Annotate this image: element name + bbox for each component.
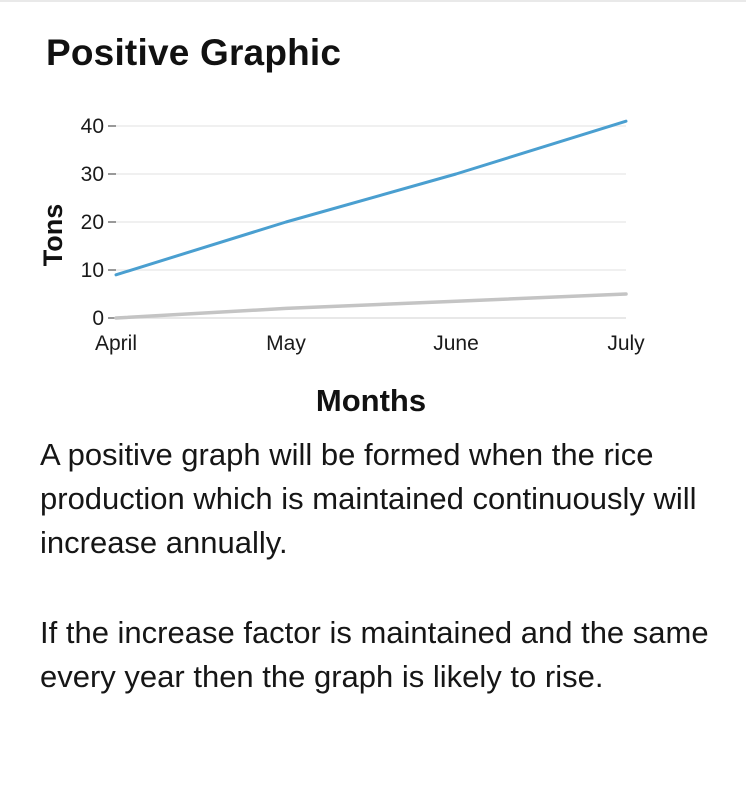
- description-paragraph-1: A positive graph will be formed when the…: [40, 437, 697, 560]
- x-tick-label: April: [95, 332, 137, 355]
- y-tick-label: 30: [81, 163, 104, 186]
- chart-series: [114, 119, 628, 320]
- y-tick-label: 40: [81, 115, 104, 138]
- x-tick-label: June: [433, 332, 479, 355]
- top-divider: [0, 0, 746, 2]
- x-tick-label: May: [266, 332, 306, 355]
- chart-axes: [108, 125, 626, 319]
- y-tick-label: 0: [92, 307, 104, 330]
- x-tick-label: July: [607, 332, 645, 355]
- y-axis-ticks: 0 10 20 30 40: [81, 115, 104, 330]
- line-chart: 0 10 20 30 40 April May June July Tons Months: [38, 115, 645, 418]
- series-line-1: [114, 119, 628, 277]
- series-line-2: [114, 292, 628, 320]
- chart-gridlines: [116, 125, 626, 271]
- x-axis-title: Months: [316, 383, 426, 418]
- page-title: Positive Graphic: [46, 32, 342, 73]
- y-tick-label: 20: [81, 211, 104, 234]
- description-paragraph-2: If the increase factor is maintained and…: [40, 615, 709, 694]
- y-tick-label: 10: [81, 259, 104, 282]
- y-axis-title: Tons: [38, 204, 68, 267]
- x-axis-ticks: April May June July: [95, 332, 645, 355]
